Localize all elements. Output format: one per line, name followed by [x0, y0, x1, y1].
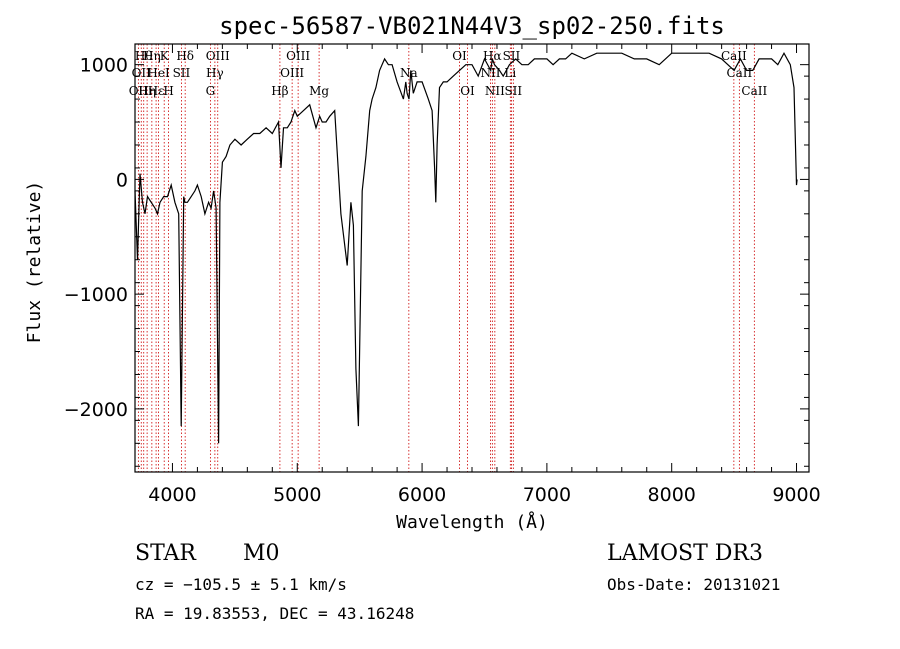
line-label-3: Hη: [138, 84, 156, 98]
line-label-5: Hε: [148, 84, 165, 98]
x-tick-label-1: 5000: [273, 484, 321, 506]
line-label-14: Hβ: [271, 84, 288, 98]
y-tick-label-1: −1000: [64, 284, 128, 306]
x-tick-label-3: 7000: [523, 484, 571, 506]
line-label-21: NII: [480, 66, 500, 80]
redshift-text: cz = −105.5 ± 5.1 km/s: [135, 575, 347, 594]
line-label-15: OIII: [280, 66, 304, 80]
y-tick-label-2: 0: [116, 169, 128, 191]
spectral-line-markers: [137, 44, 755, 472]
line-label-13: OIII: [206, 49, 230, 63]
line-label-10: Hδ: [176, 49, 194, 63]
line-label-18: Na: [400, 66, 418, 80]
line-label-9: SII: [173, 66, 191, 80]
line-label-28: CaII: [726, 66, 752, 80]
line-label-11: G: [206, 84, 216, 98]
line-label-27: CaII: [721, 49, 747, 63]
x-tick-label-0: 4000: [148, 484, 196, 506]
y-axis-ticks: −2000 −1000 0 1000: [64, 55, 809, 467]
line-label-17: Mg: [309, 84, 329, 98]
observation-date: Obs-Date: 20131021: [607, 575, 781, 594]
line-label-0: OII: [129, 84, 149, 98]
plot-frame: [134, 43, 810, 473]
line-label-26: SII: [504, 84, 522, 98]
object-class: STAR: [135, 541, 196, 566]
line-label-8: H: [163, 84, 173, 98]
line-label-6: HeI: [147, 66, 170, 80]
x-tick-label-4: 8000: [648, 484, 696, 506]
line-label-23: NII: [485, 84, 505, 98]
line-label-19: OI: [452, 49, 467, 63]
line-label-4: Hη: [143, 49, 161, 63]
chart-title: spec-56587-VB021N44V3_sp02-250.fits: [219, 12, 725, 40]
y-axis-label: Flux (relative): [24, 181, 45, 344]
line-label-7: K: [160, 49, 170, 63]
line-label-24: Li: [504, 66, 516, 80]
coordinates-text: RA = 19.83553, DEC = 43.16248: [135, 604, 415, 623]
x-tick-label-5: 9000: [772, 484, 820, 506]
y-tick-label-0: −2000: [64, 399, 128, 421]
line-label-16: OIII: [286, 49, 310, 63]
spectrum-line: [134, 51, 798, 444]
x-axis-label: Wavelength (Å): [396, 511, 548, 533]
line-label-20: OI: [460, 84, 475, 98]
object-subclass: M0: [243, 541, 280, 566]
spectral-line-labels: OIIOIIHθHηHηHεHeIKHSIIHδGHγOIIIHβOIIIOII…: [129, 49, 768, 98]
x-tick-label-2: 6000: [398, 484, 446, 506]
line-label-2: Hθ: [135, 49, 153, 63]
line-label-12: Hγ: [206, 66, 224, 80]
line-label-22: Hα: [483, 49, 502, 63]
y-tick-label-3: 1000: [80, 55, 128, 77]
survey-name: LAMOST DR3: [607, 541, 763, 566]
x-axis-ticks: 4000 5000 6000 7000 8000 9000: [148, 44, 821, 506]
line-label-29: CaII: [741, 84, 767, 98]
